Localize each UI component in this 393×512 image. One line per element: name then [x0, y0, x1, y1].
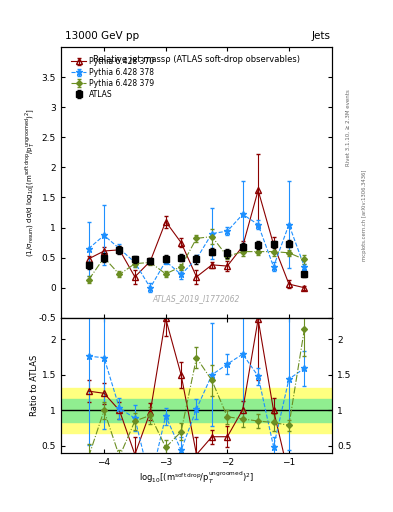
Y-axis label: Ratio to ATLAS: Ratio to ATLAS — [30, 355, 39, 416]
Text: Jets: Jets — [311, 31, 330, 41]
Text: Rivet 3.1.10, ≥ 2.3M events: Rivet 3.1.10, ≥ 2.3M events — [346, 90, 351, 166]
Text: ATLAS_2019_I1772062: ATLAS_2019_I1772062 — [153, 294, 240, 303]
Text: mcplots.cern.ch [arXiv:1306.3436]: mcplots.cern.ch [arXiv:1306.3436] — [362, 169, 367, 261]
Y-axis label: (1/σ$_{\rm resum}$) dσ/d log$_{10}$[(m$^{\rm soft\,drop}$/p$_T^{\rm ungroomed}$): (1/σ$_{\rm resum}$) dσ/d log$_{10}$[(m$^… — [24, 108, 37, 257]
Legend: Pythia 6.428 370, Pythia 6.428 378, Pythia 6.428 379, ATLAS: Pythia 6.428 370, Pythia 6.428 378, Pyth… — [70, 56, 156, 100]
Text: Relative jet massρ (ATLAS soft-drop observables): Relative jet massρ (ATLAS soft-drop obse… — [93, 55, 300, 64]
Text: 13000 GeV pp: 13000 GeV pp — [65, 31, 139, 41]
X-axis label: log$_{10}$[(m$^{\rm soft\,drop}$/p$_T^{\rm ungroomed}$)$^2$]: log$_{10}$[(m$^{\rm soft\,drop}$/p$_T^{\… — [139, 470, 254, 486]
